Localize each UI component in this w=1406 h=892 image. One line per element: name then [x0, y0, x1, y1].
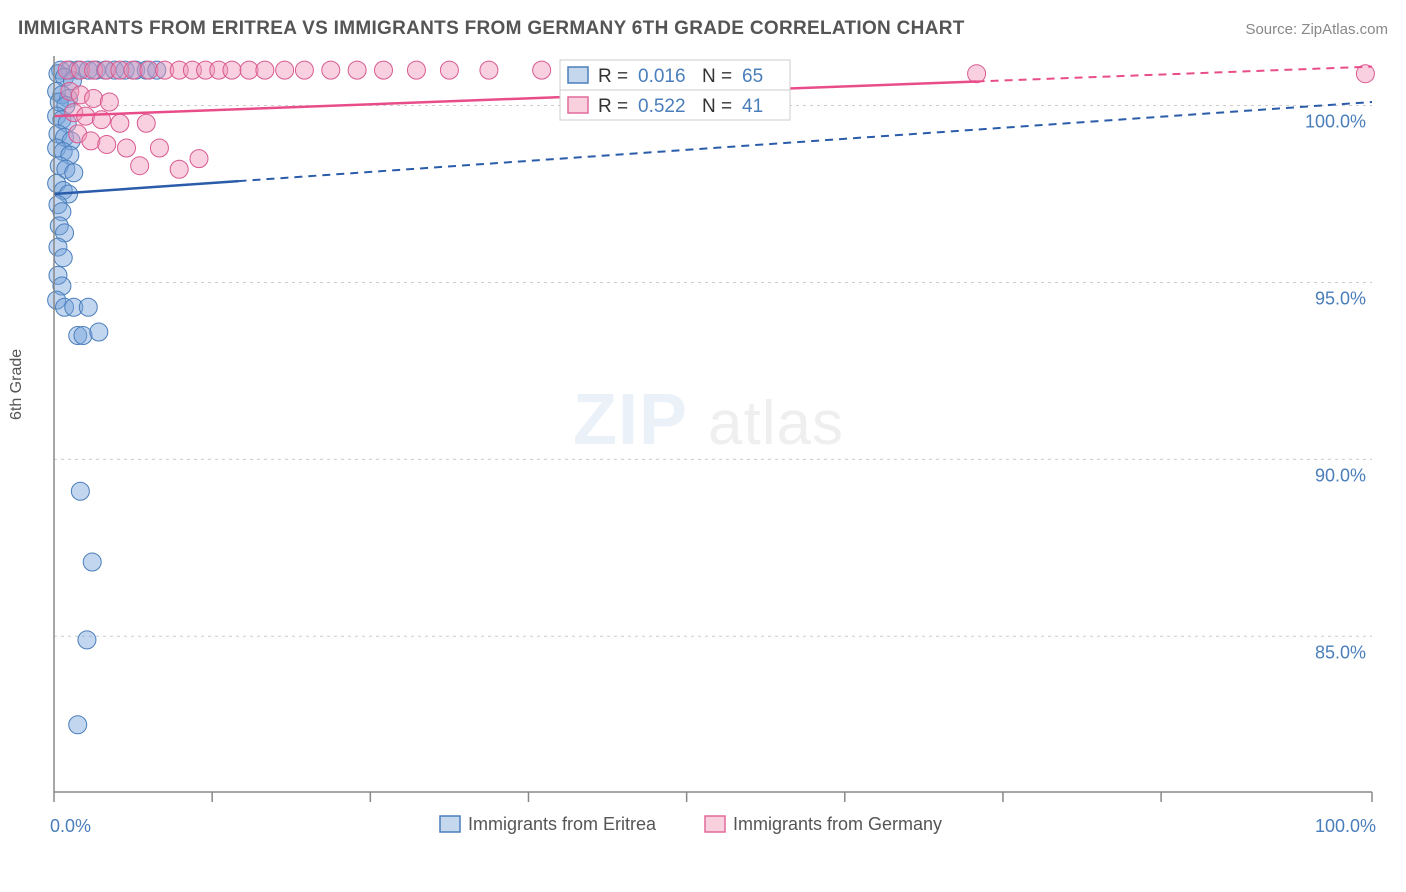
chart-svg: 85.0% 90.0% 95.0% 100.0% ZIP atlas 0.0% 100.0…: [0, 0, 1406, 892]
svg-text:100.0%: 100.0%: [1305, 112, 1366, 132]
svg-text:N =: N =: [702, 96, 732, 117]
data-point: [375, 61, 393, 79]
data-point: [295, 61, 313, 79]
data-point: [170, 160, 188, 178]
data-point: [480, 61, 498, 79]
svg-text:100.0%: 100.0%: [1315, 816, 1376, 836]
trend-line-extrapolated: [977, 67, 1372, 82]
data-point: [65, 164, 83, 182]
data-point: [276, 61, 294, 79]
svg-text:90.0%: 90.0%: [1315, 465, 1366, 485]
data-point: [137, 114, 155, 132]
svg-text:N =: N =: [702, 66, 732, 87]
svg-text:R =: R =: [598, 96, 628, 117]
data-point: [69, 716, 87, 734]
data-point: [240, 61, 258, 79]
data-point: [71, 482, 89, 500]
legend-swatch-icon: [568, 97, 588, 113]
stats-legend: R = 0.016 N = 65 R = 0.522 N = 41: [560, 60, 790, 120]
trend-line-extrapolated: [239, 102, 1372, 181]
legend-n-value: 65: [742, 66, 763, 87]
legend-swatch-icon: [705, 816, 725, 832]
data-point: [79, 298, 97, 316]
svg-text:95.0%: 95.0%: [1315, 288, 1366, 308]
data-point: [256, 61, 274, 79]
data-point: [140, 61, 158, 79]
svg-text:85.0%: 85.0%: [1315, 642, 1366, 662]
legend-swatch-icon: [568, 67, 588, 83]
legend-series-label: Immigrants from Eritrea: [468, 814, 657, 834]
legend-swatch-icon: [440, 816, 460, 832]
data-point: [348, 61, 366, 79]
legend-n-value: 41: [742, 96, 763, 117]
svg-text:0.0%: 0.0%: [50, 816, 91, 836]
watermark: ZIP atlas: [573, 380, 844, 460]
legend-series-label: Immigrants from Germany: [733, 814, 942, 834]
trend-line: [54, 181, 239, 194]
data-point: [968, 65, 986, 83]
data-point: [124, 61, 142, 79]
data-point: [74, 327, 92, 345]
data-point: [90, 323, 108, 341]
data-point: [111, 114, 129, 132]
data-point: [223, 61, 241, 79]
legend-r-value: 0.016: [638, 66, 686, 87]
data-point: [407, 61, 425, 79]
data-point: [78, 631, 96, 649]
data-point: [100, 93, 118, 111]
svg-text:atlas: atlas: [708, 389, 844, 458]
data-point: [190, 150, 208, 168]
trend-line: [54, 81, 977, 116]
svg-text:ZIP: ZIP: [573, 380, 688, 460]
data-point: [98, 135, 116, 153]
series-legend: Immigrants from Eritrea Immigrants from G…: [440, 814, 942, 834]
data-point: [322, 61, 340, 79]
data-point: [131, 157, 149, 175]
data-point: [54, 249, 72, 267]
data-point: [440, 61, 458, 79]
data-point: [150, 139, 168, 157]
svg-text:R =: R =: [598, 66, 628, 87]
data-point: [117, 139, 135, 157]
data-point: [533, 61, 551, 79]
data-point: [85, 89, 103, 107]
grid-layer: 85.0% 90.0% 95.0% 100.0%: [54, 106, 1372, 663]
data-point: [82, 132, 100, 150]
legend-r-value: 0.522: [638, 96, 686, 117]
data-point: [83, 553, 101, 571]
